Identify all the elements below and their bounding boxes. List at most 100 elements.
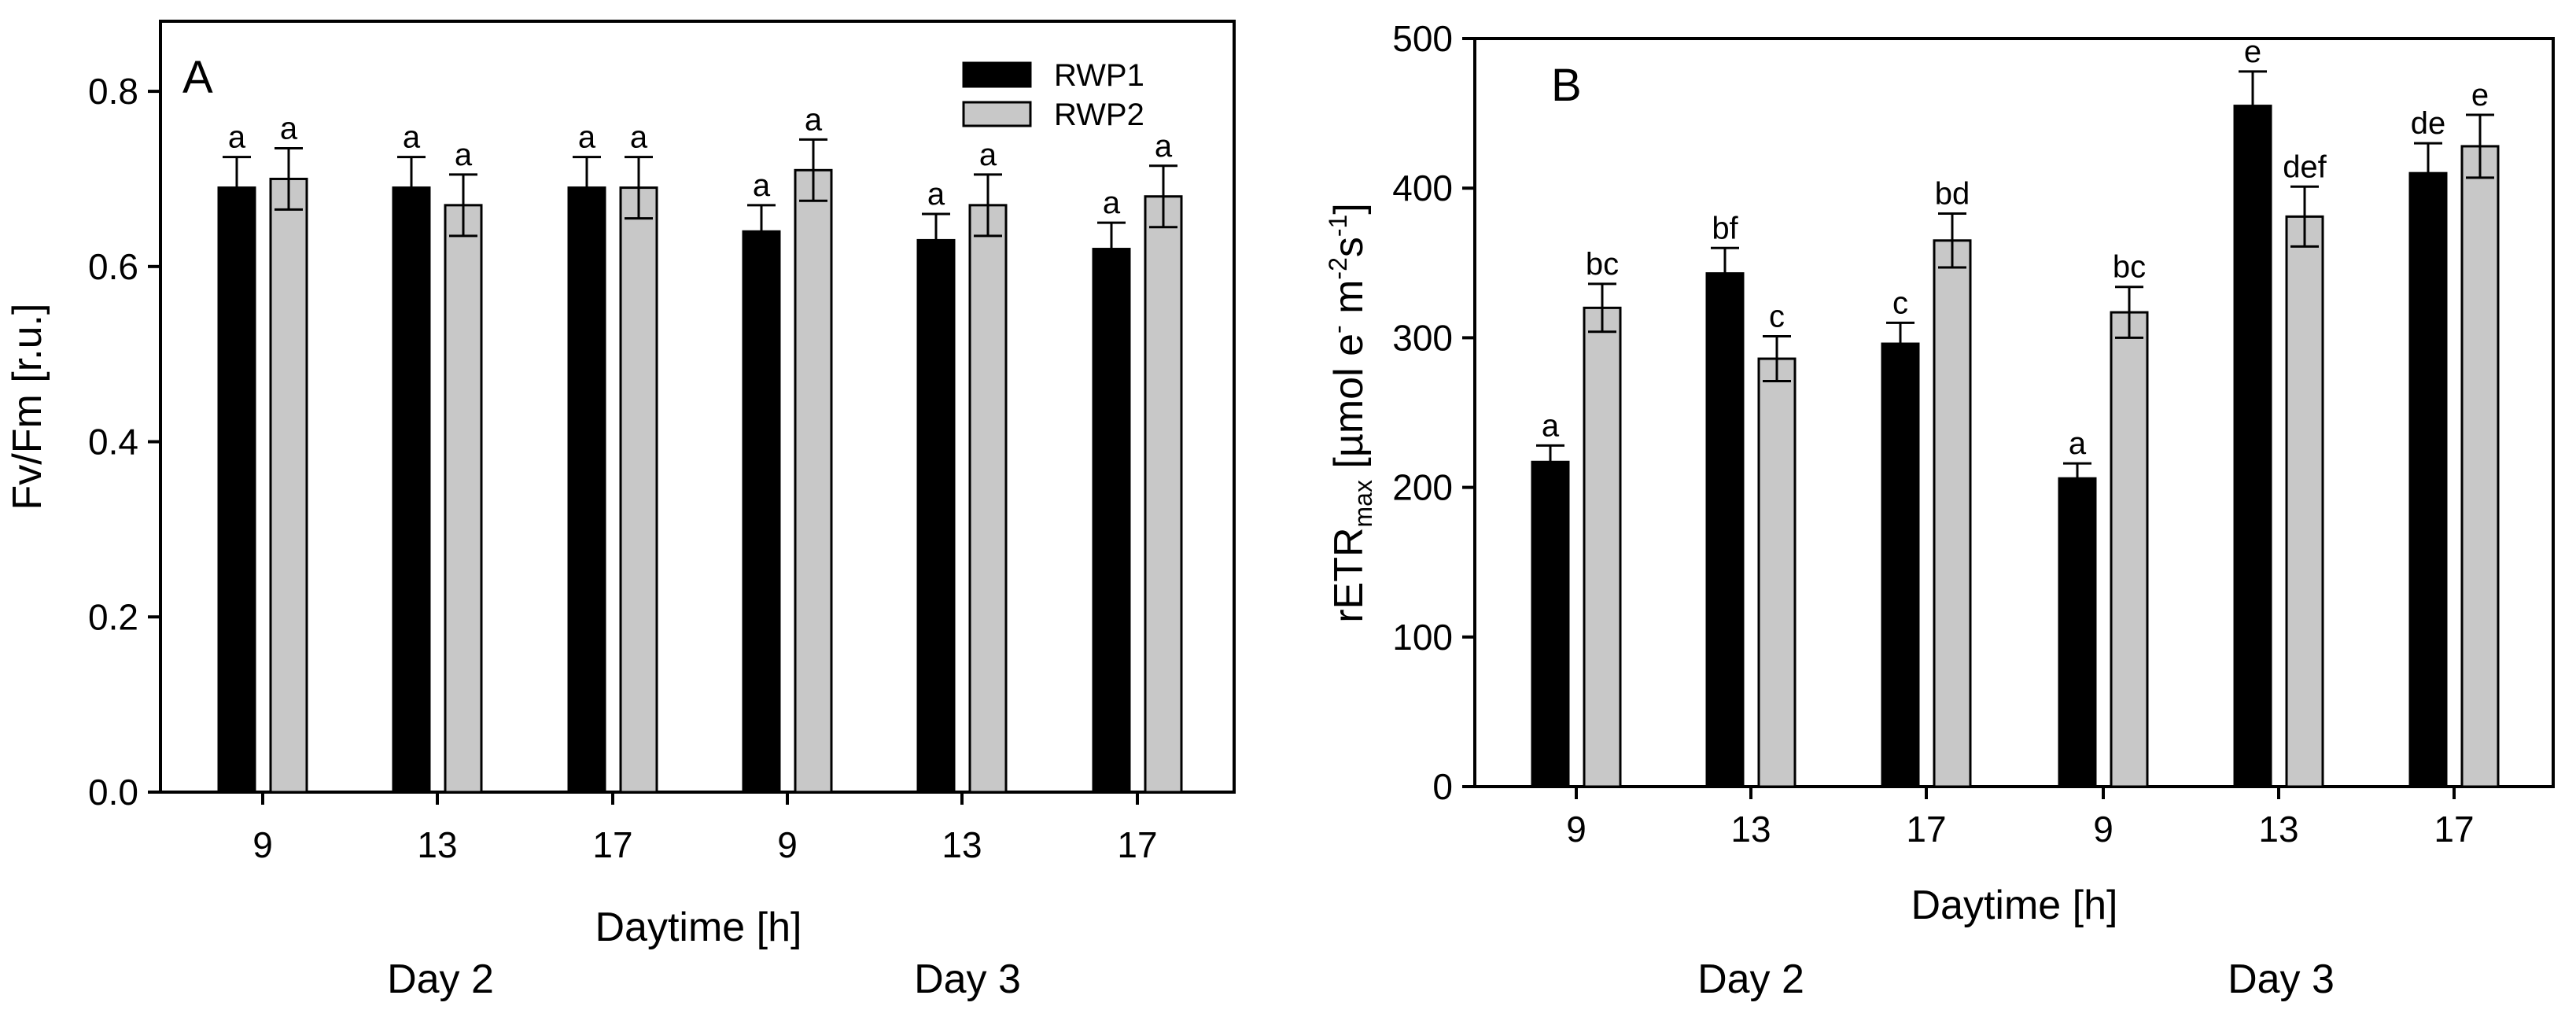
bar-rwp1 [1531, 460, 1570, 788]
panel-label-a: A [182, 52, 213, 103]
y-tick-label: 0.2 [88, 596, 138, 637]
significance-letter: c [1769, 299, 1785, 334]
error-bar-rwp1 [1886, 321, 1914, 367]
y-tick-label: 200 [1392, 467, 1453, 508]
x-tick-label: 13 [942, 824, 982, 865]
significance-letter: a [1103, 186, 1121, 220]
bar-rwp2 [269, 177, 308, 794]
bar-rwp2 [1933, 239, 1972, 788]
significance-letter: a [630, 120, 648, 155]
x-axis-title-a: Daytime [h] [595, 905, 802, 950]
significance-letter: a [280, 111, 298, 146]
error-bar-rwp1 [1097, 221, 1126, 277]
x-tick-label: 17 [1117, 824, 1157, 865]
bar-rwp1 [2408, 171, 2448, 788]
significance-letter: bc [2113, 250, 2146, 285]
significance-letter: a [403, 120, 421, 155]
x-tick-label: 17 [1906, 809, 1946, 850]
error-bar-rwp2 [275, 146, 303, 211]
y-tick-label: 400 [1392, 168, 1453, 208]
error-bar-rwp1 [2063, 462, 2091, 495]
y-tick-label: 100 [1392, 617, 1453, 658]
bar-rwp1 [1705, 272, 1745, 788]
y-title-b-end: ] [1326, 203, 1372, 214]
error-bar-rwp2 [2466, 113, 2494, 179]
bar-rwp2 [1757, 357, 1797, 788]
bar-rwp1 [1092, 248, 1131, 794]
significance-letter: a [805, 102, 823, 137]
significance-letter: a [228, 120, 246, 155]
error-bar-rwp2 [974, 173, 1002, 238]
x-tick-label: 13 [1730, 809, 1771, 850]
y-title-b-sup1: - [1324, 325, 1352, 334]
y-axis-ticks-a: 0.0 0.2 0.4 0.6 0.8 [88, 71, 160, 813]
significance-letter: a [1542, 408, 1560, 443]
error-bar-rwp1 [1536, 444, 1564, 480]
x-tick-label: 13 [417, 824, 457, 865]
bar-rwp1 [217, 186, 256, 794]
x-axis-title-b: Daytime [h] [1911, 883, 2118, 928]
error-bar-rwp1 [573, 156, 601, 220]
bar-rwp1 [2058, 477, 2097, 788]
bar-rwp1 [916, 238, 956, 794]
x-tick-label: 9 [777, 824, 798, 865]
bar-rwp2 [444, 204, 483, 794]
legend-swatch-rwp1 [962, 61, 1032, 88]
y-title-b-main: rETR [1326, 527, 1372, 622]
error-bar-rwp1 [922, 212, 950, 268]
error-bar-rwp1 [2414, 142, 2442, 205]
legend: RWP1 RWP2 [962, 58, 1144, 132]
x-tick-label: 9 [1566, 809, 1587, 850]
significance-letter: a [927, 177, 945, 212]
plot-area-a [159, 20, 1236, 794]
bar-rwp2 [968, 204, 1008, 794]
significance-letter: a [1155, 129, 1173, 164]
bar-rwp1 [567, 186, 606, 794]
error-bars-b [1536, 70, 2494, 495]
y-title-b-m: m [1326, 280, 1372, 326]
bar-rwp1 [2233, 105, 2272, 788]
bar-rwp2 [794, 168, 833, 794]
significance-letter: a [578, 120, 596, 155]
y-title-b-sup3: -1 [1324, 215, 1352, 237]
error-bar-rwp1 [223, 156, 251, 220]
y-tick-label: 0.0 [88, 772, 138, 813]
significance-letter: de [2411, 106, 2446, 141]
x-axis-ticks-a: 9 13 17 9 13 17 [252, 792, 1158, 865]
y-tick-label: 0.6 [88, 246, 138, 287]
error-bar-rwp1 [2239, 70, 2267, 142]
error-bar-rwp2 [2290, 185, 2319, 248]
significance-letter: e [2471, 78, 2489, 112]
legend-label-rwp1: RWP1 [1054, 58, 1144, 93]
y-title-b-unit: [µmol e [1326, 334, 1372, 469]
error-bar-rwp1 [1711, 246, 1739, 300]
significance-letter: c [1892, 286, 1908, 320]
y-axis-title-b: rETRmax [µmol e- m-2s-1] [1324, 203, 1377, 623]
bar-rwp1 [392, 186, 431, 794]
error-bar-rwp2 [449, 173, 477, 238]
day-label-b-day3: Day 3 [2228, 957, 2335, 1002]
y-tick-label: 0.4 [88, 422, 138, 463]
y-axis-title-a: Fv/Fm [r.u.] [5, 304, 50, 511]
error-bar-rwp1 [397, 156, 426, 220]
y-title-b-sup2: -2 [1324, 257, 1352, 279]
x-tick-label: 17 [592, 824, 632, 865]
panel-label-b: B [1551, 60, 1582, 111]
x-tick-label: 13 [2258, 809, 2298, 850]
error-bar-rwp1 [747, 204, 776, 260]
significance-letter: a [979, 138, 997, 172]
error-bar-rwp2 [1149, 164, 1177, 229]
bars-b [1531, 105, 2500, 788]
legend-swatch-rwp2 [962, 101, 1032, 127]
y-axis-ticks-b: 0 100 200 300 400 500 [1392, 18, 1475, 807]
bar-rwp1 [1881, 342, 1920, 788]
bar-rwp2 [2460, 145, 2500, 788]
day-label-a-day2: Day 2 [387, 957, 494, 1002]
y-title-b-s: s [1326, 237, 1372, 257]
significance-letter: bf [1712, 211, 1738, 245]
x-tick-label: 9 [2093, 809, 2113, 850]
